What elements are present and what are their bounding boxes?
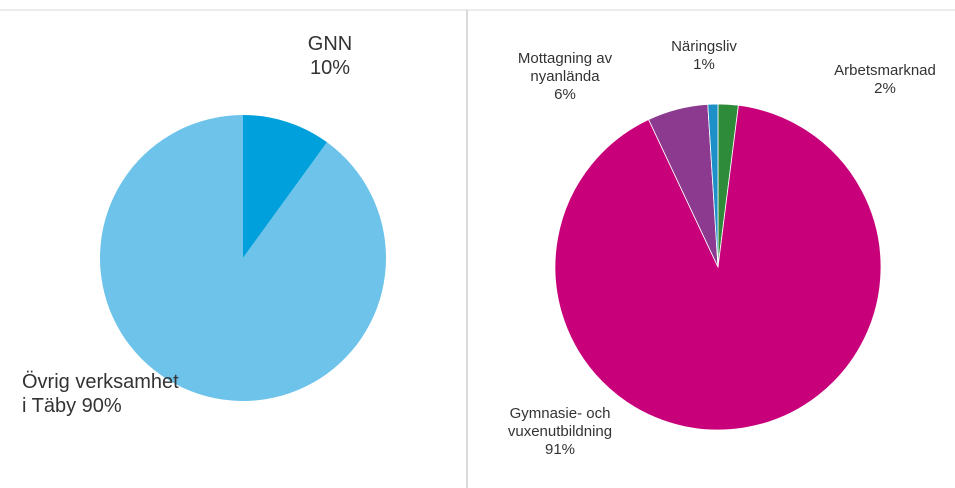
label-text: 2% (874, 80, 896, 97)
slice-label: Näringsliv 1% (654, 38, 754, 74)
label-text: Gymnasie- och vuxenutbildning (507, 405, 613, 440)
label-text: 6% (554, 86, 576, 103)
slice-label: Mottagning av nyanlända 6% (490, 50, 640, 104)
label-text: Mottagning av nyanlända (517, 50, 613, 85)
pie-slice (243, 115, 328, 258)
pie-slice (554, 104, 882, 431)
label-text: Näringsliv (671, 38, 737, 55)
label-text: Arbetsmarknad (834, 62, 936, 79)
slice-label: Arbetsmarknad 2% (820, 62, 950, 98)
pie-slice (707, 103, 719, 268)
slice-label: Övrig verksamhet i Täby 90% (22, 370, 182, 418)
slice-label: GNN 10% (270, 32, 390, 80)
label-text: GNN (307, 33, 353, 55)
label-text: 1% (693, 56, 715, 73)
slice-label: Gymnasie- och vuxenutbildning 91% (475, 405, 645, 459)
label-text: 91% (544, 441, 576, 458)
label-text: 90% (81, 395, 122, 417)
label-text: Övrig verksamhet i Täby (22, 371, 179, 417)
label-text: 10% (309, 57, 351, 79)
pie-slice (99, 115, 386, 401)
